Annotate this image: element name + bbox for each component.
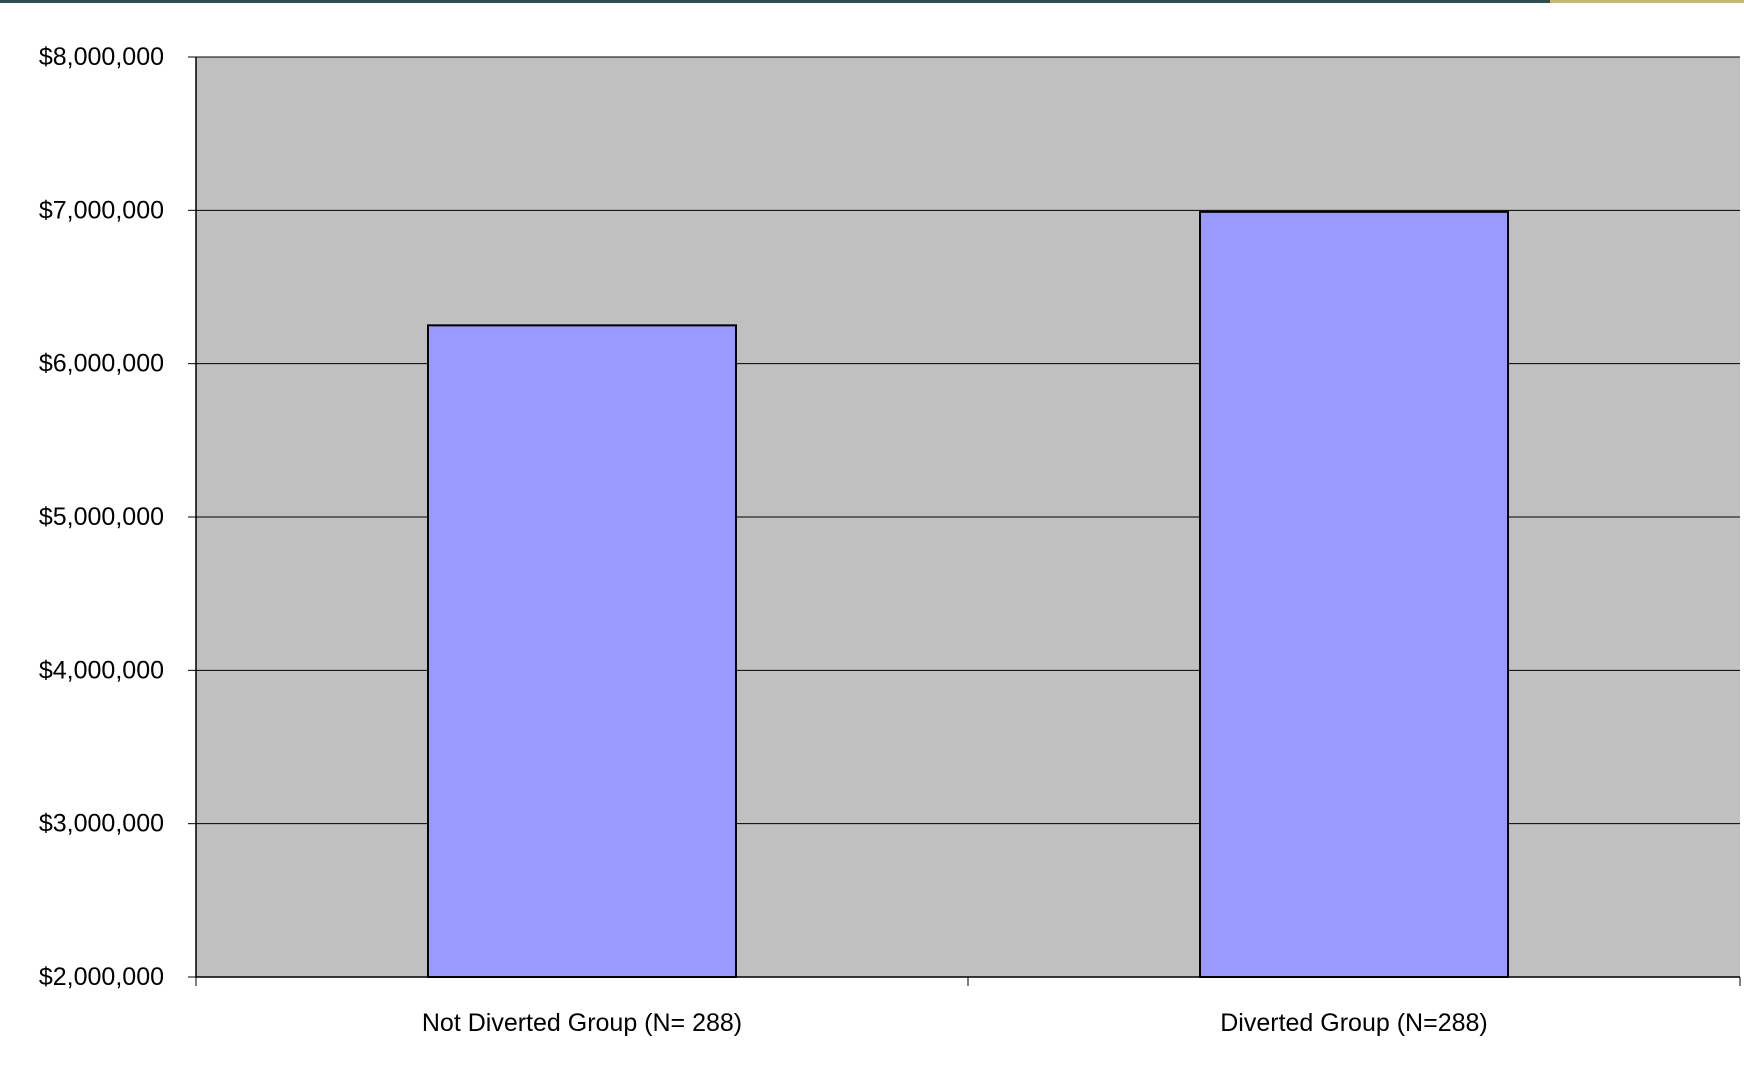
- y-tick-label: $4,000,000: [39, 656, 164, 684]
- x-category-label: Not Diverted Group (N= 288): [422, 1009, 742, 1037]
- top-corner-accent: [1550, 0, 1744, 3]
- y-tick-label: $7,000,000: [39, 196, 164, 224]
- top-border-line: [0, 0, 1550, 3]
- bars: [427, 210, 1509, 979]
- x-axis-labels: Not Diverted Group (N= 288) Diverted Grou…: [422, 1009, 1488, 1037]
- y-axis-ticks: $2,000,000 $3,000,000 $4,000,000 $5,000,000…: [39, 43, 196, 991]
- y-tick-label: $8,000,000: [39, 43, 164, 71]
- bar: [427, 324, 737, 979]
- x-category-label: Diverted Group (N=288): [1220, 1009, 1487, 1037]
- bar: [1199, 210, 1509, 979]
- y-tick-label: $6,000,000: [39, 350, 164, 378]
- axes: [195, 57, 1741, 986]
- y-tick-label: $5,000,000: [39, 503, 164, 531]
- y-tick-label: $3,000,000: [39, 810, 164, 838]
- y-tick-label: $2,000,000: [39, 963, 164, 991]
